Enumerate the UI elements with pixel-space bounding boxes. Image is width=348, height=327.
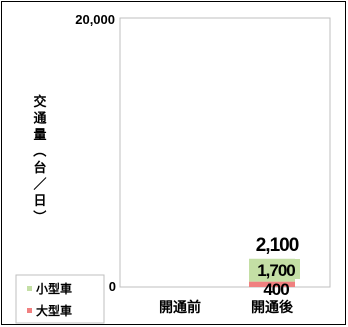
legend-label-1: 大型車 [36,303,72,318]
y-axis-label-char: ） [31,210,47,223]
small-vehicle-value-label: 1,700 [257,261,295,280]
legend-label-0: 小型車 [36,281,72,296]
y-axis-label-char: 量 [33,128,46,143]
y-axis-label-char: ／ [33,177,46,193]
category-labels: 開通前 開通後 [159,299,294,316]
legend-swatch-0 [27,286,32,291]
category-label-1: 開通後 [251,299,294,316]
y-tick-label-zero: 0 [109,279,116,294]
large-vehicle-value-label: 400 [263,280,289,299]
y-axis-label: 交通量（ 台／日） [31,94,47,223]
y-axis-label-char: 日 [33,194,46,209]
y-axis-label-char: 通 [33,111,46,127]
total-label: 2,100 [256,235,299,256]
y-axis-label-char: （ [31,144,47,157]
legend-swatch-1 [27,308,32,313]
bar-large-vehicle-1 [249,281,295,287]
category-label-0: 開通前 [159,299,201,316]
legend-box [15,274,105,324]
plot-area [119,17,331,288]
small-vehicle-label-bg [250,259,300,279]
y-tick-label-max: 20,000 [75,12,115,27]
y-axis-label-char: 交 [33,94,46,110]
y-axis-label-char: 台 [33,160,46,176]
